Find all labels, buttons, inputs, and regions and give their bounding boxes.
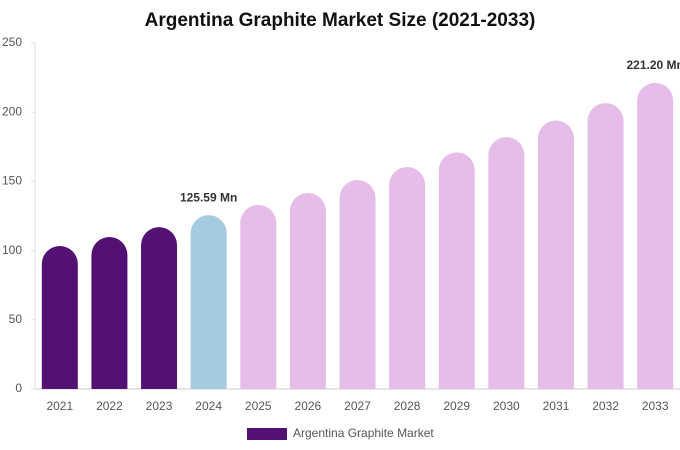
bar xyxy=(41,246,78,389)
value-label: 221.20 Mn xyxy=(627,58,680,72)
y-tick-label: 150 xyxy=(2,174,22,188)
y-tick-label: 250 xyxy=(2,35,22,49)
x-tick-label: 2022 xyxy=(96,399,123,413)
x-tick-label: 2025 xyxy=(245,399,272,413)
bar xyxy=(91,237,128,389)
legend-label: Argentina Graphite Market xyxy=(293,426,434,440)
bar xyxy=(488,137,525,389)
value-label: 125.59 Mn xyxy=(180,190,237,204)
bar xyxy=(587,103,624,389)
bar xyxy=(438,152,475,389)
x-tick-label: 2032 xyxy=(592,399,619,413)
y-tick-label: 200 xyxy=(2,104,22,118)
y-tick-label: 100 xyxy=(2,243,22,257)
bar xyxy=(190,215,227,389)
chart-title: Argentina Graphite Market Size (2021-203… xyxy=(145,10,536,31)
x-tick-label: 2027 xyxy=(344,399,371,413)
x-tick-label: 2026 xyxy=(295,399,322,413)
x-tick-label: 2023 xyxy=(146,399,173,413)
legend-swatch xyxy=(247,428,287,440)
x-tick-label: 2033 xyxy=(642,399,669,413)
bar xyxy=(289,193,326,389)
x-tick-label: 2028 xyxy=(394,399,421,413)
x-tick-label: 2031 xyxy=(543,399,570,413)
x-tick-label: 2021 xyxy=(46,399,73,413)
x-tick-label: 2030 xyxy=(493,399,520,413)
bar xyxy=(537,120,574,389)
y-tick-label: 50 xyxy=(9,312,23,326)
bar xyxy=(637,82,674,390)
x-tick-label: 2024 xyxy=(195,399,222,413)
x-tick-label: 2029 xyxy=(443,399,470,413)
y-tick-label: 0 xyxy=(15,381,22,395)
bar xyxy=(389,167,426,389)
bar xyxy=(339,180,376,389)
bar xyxy=(141,227,178,389)
bar xyxy=(240,204,277,389)
